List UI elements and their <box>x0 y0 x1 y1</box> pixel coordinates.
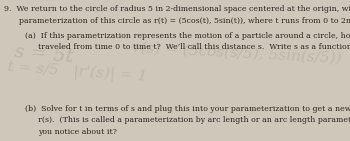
Text: 9.  We return to the circle of radius 5 in 2-dimensional space centered at the o: 9. We return to the circle of radius 5 i… <box>4 5 350 13</box>
Text: (a)  If this parametrization represents the motion of a particle around a circle: (a) If this parametrization represents t… <box>25 32 350 40</box>
Text: r(s) = (5cos(s/5), 5sin(s/5)): r(s) = (5cos(s/5), 5sin(s/5)) <box>133 40 342 65</box>
Text: r(s).  (This is called a parameterization by arc length or an arc length paramet: r(s). (This is called a parameterization… <box>38 116 350 124</box>
Text: t = s/5   |r'(s)| = 1: t = s/5 |r'(s)| = 1 <box>7 59 148 84</box>
Text: you notice about it?: you notice about it? <box>38 128 117 136</box>
Text: (b)  Solve for t in terms of s and plug this into your parameterization to get a: (b) Solve for t in terms of s and plug t… <box>25 105 350 113</box>
Text: s = 5t: s = 5t <box>14 43 75 66</box>
Text: traveled from time 0 to time t?  We’ll call this distance s.  Write s as a funct: traveled from time 0 to time t? We’ll ca… <box>38 43 350 51</box>
Text: parameterization of this circle as r(t) = (5cos(t), 5sin(t)), where t runs from : parameterization of this circle as r(t) … <box>19 17 350 25</box>
